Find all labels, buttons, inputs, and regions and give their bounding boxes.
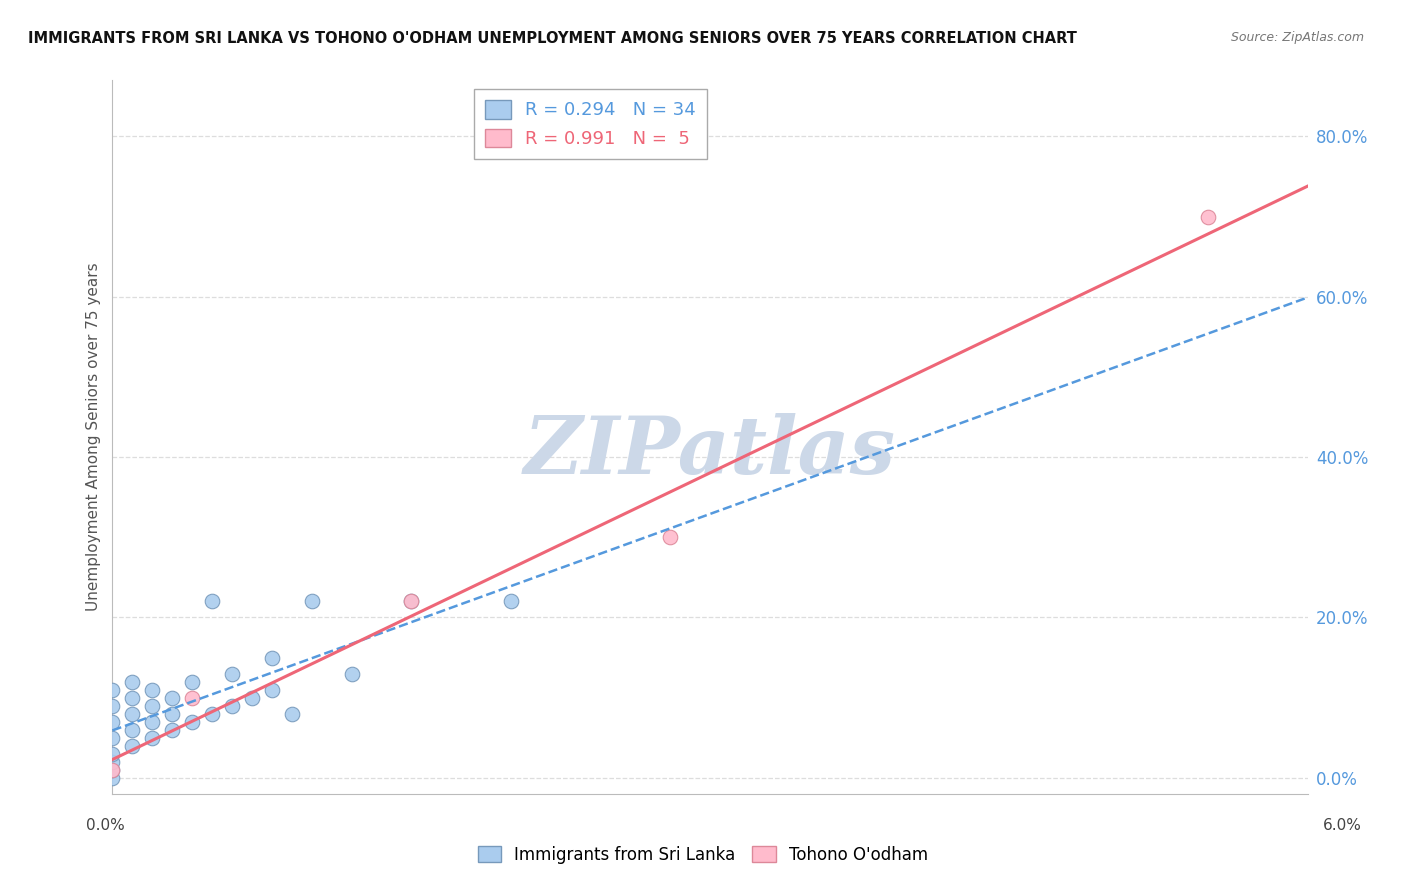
Point (121, 690, 143, 705)
Point (201, 594, 224, 608)
Point (499, 594, 522, 608)
Point (1197, 210, 1219, 224)
Text: Source: ZipAtlas.com: Source: ZipAtlas.com (1230, 31, 1364, 45)
Point (260, 650, 283, 665)
Point (101, 698, 124, 713)
Point (101, 763, 124, 777)
Point (162, 690, 183, 705)
Point (121, 674, 143, 689)
Point (240, 690, 263, 705)
Point (141, 698, 163, 713)
Point (101, 755, 124, 769)
Point (221, 666, 243, 681)
Point (340, 666, 363, 681)
Point (101, 714, 124, 729)
Point (101, 747, 124, 761)
Point (101, 763, 124, 777)
Text: 0.0%: 0.0% (86, 818, 125, 832)
Point (260, 682, 283, 697)
Point (201, 706, 224, 721)
Text: ZIPatlas: ZIPatlas (524, 413, 896, 490)
Point (162, 706, 183, 721)
Point (281, 706, 304, 721)
Point (401, 594, 423, 608)
Point (181, 674, 204, 689)
Point (121, 706, 143, 721)
Point (101, 682, 124, 697)
Text: IMMIGRANTS FROM SRI LANKA VS TOHONO O'ODHAM UNEMPLOYMENT AMONG SENIORS OVER 75 Y: IMMIGRANTS FROM SRI LANKA VS TOHONO O'OD… (28, 31, 1077, 46)
Point (659, 530, 682, 544)
Point (121, 739, 143, 753)
Point (181, 690, 204, 705)
Point (301, 594, 323, 608)
Legend: R = 0.294   N = 34, R = 0.991   N =  5: R = 0.294 N = 34, R = 0.991 N = 5 (474, 89, 707, 159)
Point (101, 771, 124, 785)
Point (162, 723, 183, 737)
Text: 6.0%: 6.0% (1323, 818, 1362, 832)
Point (121, 723, 143, 737)
Point (141, 714, 163, 729)
Point (141, 731, 163, 745)
Point (101, 731, 124, 745)
Legend: Immigrants from Sri Lanka, Tohono O'odham: Immigrants from Sri Lanka, Tohono O'odha… (471, 839, 935, 871)
Point (221, 698, 243, 713)
Point (181, 714, 204, 729)
Point (401, 594, 423, 608)
Point (141, 682, 163, 697)
Y-axis label: Unemployment Among Seniors over 75 years: Unemployment Among Seniors over 75 years (86, 263, 101, 611)
